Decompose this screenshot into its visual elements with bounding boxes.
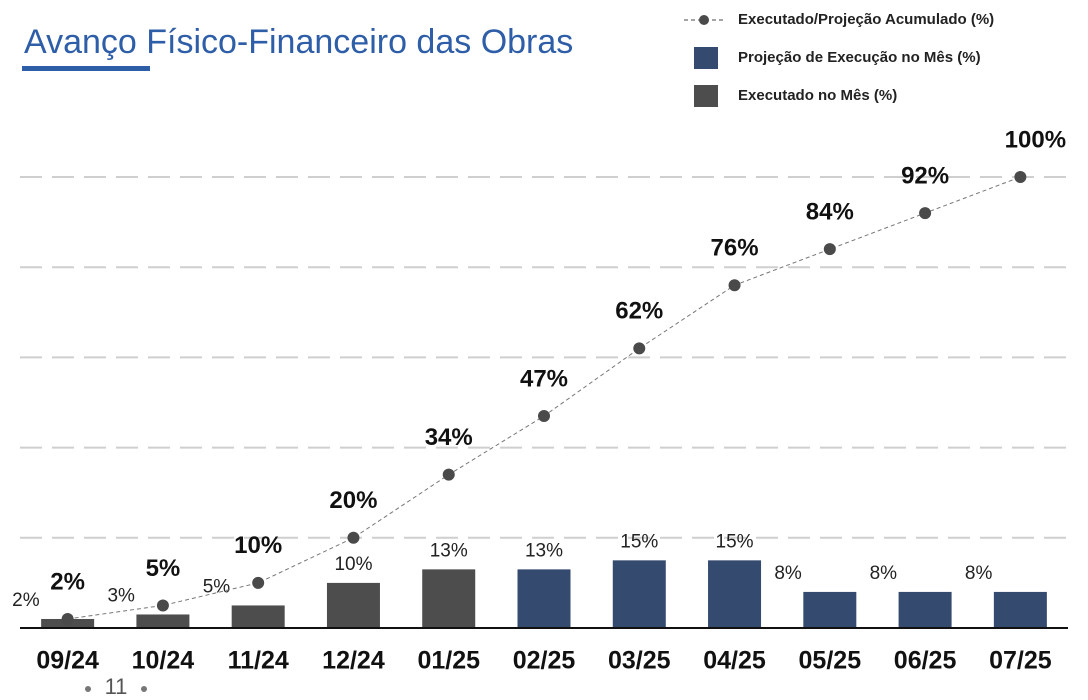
bar [993,591,1047,628]
line-value-label: 47% [520,365,568,392]
line-marker [61,612,74,625]
x-tick-label: 06/25 [894,647,957,675]
line-value-label: 20% [329,487,377,514]
x-tick-label: 01/25 [417,647,480,675]
bar [612,560,666,628]
title-underline [22,66,150,71]
page-dot [85,686,91,692]
line-value-label: 62% [615,298,663,325]
bar [517,569,571,628]
bar [803,591,857,628]
line-marker [252,576,265,589]
line-marker [823,243,836,256]
x-tick-label: 10/24 [132,647,195,675]
x-tick-label: 12/24 [322,647,385,675]
bar-value-label: 8% [870,563,898,584]
line-value-label: 100% [1005,126,1066,153]
x-tick-label: 02/25 [513,647,576,675]
bar [231,605,285,628]
bar-value-label: 3% [107,585,135,606]
bar [422,569,476,628]
legend-label: Projeção de Execução no Mês (%) [738,49,981,66]
bar-value-label: 8% [774,563,802,584]
line-marker [538,410,550,423]
bar [708,560,762,628]
x-tick-label: 03/25 [608,647,671,675]
x-tick-label: 04/25 [703,647,766,675]
line-marker [1014,171,1027,183]
bar-value-label: 13% [525,540,563,561]
line-marker [156,599,169,612]
line-marker [728,279,741,292]
legend-marker [699,15,709,25]
bar-value-label: 15% [716,531,754,552]
line-value-label: 92% [901,162,949,189]
bar-value-label: 5% [203,576,231,597]
bar-value-label: 2% [12,590,40,611]
page-dot [141,686,147,692]
legend-swatch [694,85,718,107]
x-tick-label: 07/25 [989,647,1052,675]
line-value-label: 84% [806,199,854,226]
line-value-label: 2% [50,568,85,595]
line-value-label: 5% [146,555,181,582]
chart-title: Avanço Físico-Financeiro das Obras [24,23,573,61]
page-number: 11 [105,674,128,699]
line-marker [919,207,932,220]
bar [326,582,380,628]
line-marker [442,468,455,481]
x-tick-label: 09/24 [36,647,99,675]
line-marker [347,531,360,544]
line-marker [633,342,646,355]
legend-label: Executado no Mês (%) [738,87,897,104]
legend-swatch [694,47,718,69]
bar-value-label: 13% [430,540,468,561]
bar [136,614,190,628]
x-tick-label: 11/24 [228,647,289,675]
line-value-label: 76% [711,235,759,262]
bar-value-label: 15% [620,531,658,552]
bar [898,591,952,628]
bar-value-label: 10% [334,554,372,575]
legend-label: Executado/Projeção Acumulado (%) [738,11,994,28]
bar-value-label: 8% [965,563,993,584]
line-value-label: 34% [425,424,473,451]
line-value-label: 10% [234,532,282,559]
x-tick-label: 05/25 [799,647,862,675]
